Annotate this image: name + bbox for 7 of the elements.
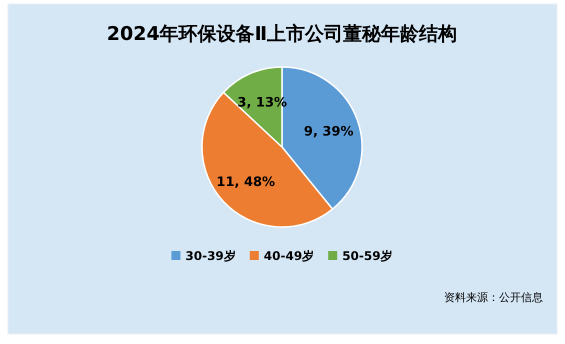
legend-label: 40-49岁 — [264, 249, 314, 263]
legend-label: 30-39岁 — [185, 249, 236, 263]
legend-label: 50-59岁 — [342, 249, 393, 263]
data-label: 11, 48% — [216, 174, 276, 190]
chart-title: 2024年环保设备Ⅱ上市公司董秘年龄结构 — [106, 23, 458, 45]
data-label: 9, 39% — [304, 124, 354, 140]
text: 资料来源：公开信息 — [444, 291, 543, 304]
